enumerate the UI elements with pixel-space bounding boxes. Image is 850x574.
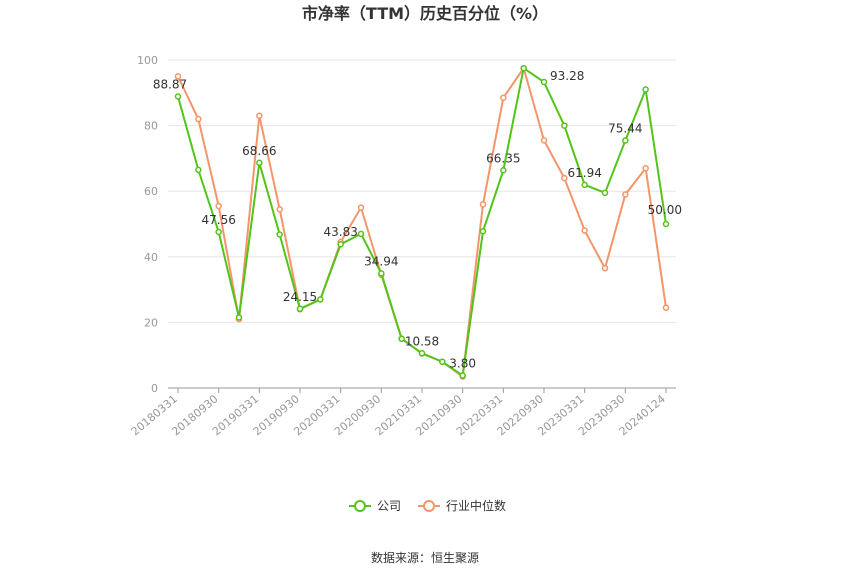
data-point bbox=[235, 314, 243, 321]
legend-item-company[interactable]: 公司 bbox=[349, 499, 401, 513]
data-point bbox=[642, 164, 649, 172]
legend-label: 行业中位数 bbox=[446, 498, 506, 513]
data-label: 93.28 bbox=[550, 69, 584, 83]
data-point bbox=[357, 204, 365, 211]
data-point bbox=[195, 115, 202, 123]
data-point bbox=[561, 122, 568, 129]
data-point bbox=[601, 189, 609, 197]
series-company bbox=[174, 64, 670, 379]
data-label: 75.44 bbox=[608, 122, 642, 136]
data-point bbox=[215, 228, 222, 236]
y-tick-label: 100 bbox=[137, 54, 158, 67]
data-point bbox=[215, 202, 222, 210]
data-point bbox=[439, 358, 446, 366]
data-point bbox=[174, 93, 182, 100]
source-note: 数据来源：恒生聚源 bbox=[371, 550, 479, 565]
legend-label: 公司 bbox=[377, 499, 401, 513]
y-tick-label: 60 bbox=[144, 185, 158, 198]
data-point bbox=[378, 270, 385, 277]
data-point bbox=[337, 240, 344, 248]
data-point bbox=[662, 304, 670, 311]
data-point bbox=[500, 167, 507, 174]
series-line bbox=[177, 66, 667, 378]
chart-title: 市净率（TTM）历史百分位（%） bbox=[302, 4, 548, 23]
data-label: 50.00 bbox=[648, 203, 682, 217]
data-point bbox=[581, 181, 588, 189]
y-tick-label: 20 bbox=[144, 316, 158, 329]
data-point bbox=[561, 174, 568, 182]
data-point bbox=[540, 78, 548, 86]
data-point bbox=[276, 205, 283, 213]
data-label: 3.80 bbox=[449, 357, 476, 371]
y-tick-label: 80 bbox=[144, 120, 158, 133]
data-point bbox=[479, 227, 487, 235]
data-point bbox=[398, 335, 405, 343]
data-point bbox=[601, 265, 609, 272]
data-label: 43.83 bbox=[323, 225, 357, 239]
data-point bbox=[520, 64, 527, 72]
legend-marker bbox=[423, 500, 435, 512]
data-point bbox=[296, 305, 304, 313]
data-label: 24.15 bbox=[283, 290, 317, 304]
data-label: 34.94 bbox=[364, 254, 398, 268]
data-point bbox=[174, 73, 182, 80]
data-point bbox=[418, 350, 426, 357]
data-point bbox=[581, 227, 588, 234]
data-point bbox=[256, 159, 263, 167]
data-point bbox=[500, 94, 507, 101]
y-tick-label: 40 bbox=[144, 251, 158, 264]
data-point bbox=[317, 296, 324, 303]
data-point bbox=[479, 201, 487, 208]
data-point bbox=[662, 220, 670, 228]
data-point bbox=[195, 166, 202, 174]
data-point bbox=[459, 372, 466, 379]
data-point bbox=[540, 137, 548, 144]
data-point bbox=[357, 230, 365, 238]
y-tick-label: 0 bbox=[151, 382, 158, 395]
data-point bbox=[642, 86, 649, 93]
data-labels: 88.87 47.56 68.66 24.15 43.83 34.94 10.58 3.80 6… bbox=[153, 69, 682, 370]
data-label: 47.56 bbox=[201, 213, 235, 227]
legend-item-industry-median[interactable]: 行业中位数 bbox=[418, 498, 506, 513]
series-lines bbox=[174, 64, 670, 380]
data-label: 61.94 bbox=[567, 166, 601, 180]
data-point bbox=[256, 112, 263, 120]
data-label: 66.35 bbox=[486, 151, 520, 165]
legend-marker bbox=[354, 500, 366, 512]
legend[interactable]: 公司 行业中位数 bbox=[349, 498, 506, 513]
data-label: 68.66 bbox=[242, 144, 276, 158]
data-point bbox=[622, 191, 629, 198]
data-point bbox=[622, 137, 629, 144]
data-point bbox=[276, 231, 283, 238]
data-label: 88.87 bbox=[153, 78, 187, 92]
series-industry-median bbox=[174, 64, 670, 380]
data-label: 10.58 bbox=[405, 334, 439, 348]
